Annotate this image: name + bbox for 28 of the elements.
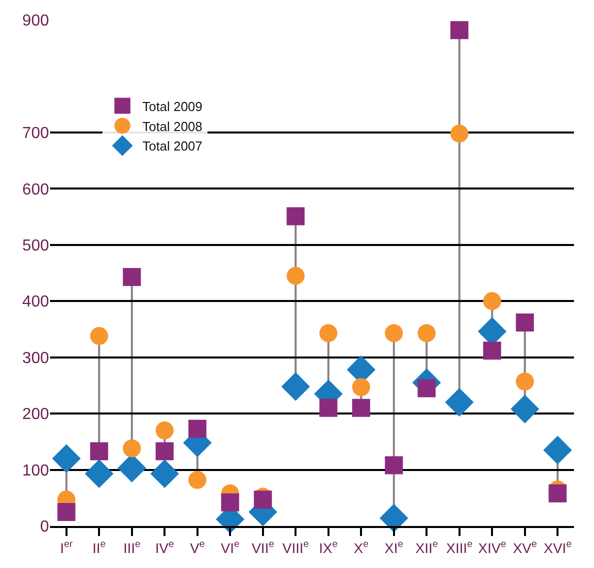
x-tick-label: XV$^{e}$ bbox=[512, 538, 538, 556]
x-tick-label: VI$^{e}$ bbox=[220, 538, 240, 556]
x-tick-label: X$^{e}$ bbox=[354, 538, 370, 556]
x-tick-label: IV$^{e}$ bbox=[155, 538, 175, 556]
y-tick-label: 100 bbox=[22, 462, 50, 480]
y-tick-label: 0 bbox=[40, 518, 50, 536]
x-tick-label: I$^{er}$ bbox=[60, 538, 74, 556]
x-tick-label: XII$^{e}$ bbox=[415, 538, 438, 556]
x-tick-label: XI$^{e}$ bbox=[384, 538, 404, 556]
x-tick-label: VIII$^{e}$ bbox=[282, 538, 310, 556]
y-tick-label: 900 bbox=[22, 12, 50, 30]
x-tick-label: V$^{e}$ bbox=[190, 538, 206, 556]
legend-label: Total 2008 bbox=[142, 118, 202, 134]
legend-label: Total 2009 bbox=[142, 98, 202, 114]
x-tick-label: XVI$^{e}$ bbox=[544, 538, 572, 556]
x-tick-label: II$^{e}$ bbox=[92, 538, 106, 556]
x-tick-label: XIII$^{e}$ bbox=[446, 538, 474, 556]
y-tick-label: 300 bbox=[22, 350, 50, 367]
legend-label: Total 2007 bbox=[142, 138, 202, 154]
x-tick-label: XIV$^{e}$ bbox=[478, 538, 507, 556]
y-tick-label: 500 bbox=[22, 237, 50, 254]
x-tick-label: VII$^{e}$ bbox=[252, 538, 275, 556]
y-tick-label: 200 bbox=[22, 406, 50, 424]
y-tick-label: 600 bbox=[22, 181, 50, 198]
y-tick-label: 700 bbox=[22, 125, 50, 142]
x-tick-label: III$^{e}$ bbox=[123, 538, 141, 556]
x-tick-label: IX$^{e}$ bbox=[319, 538, 338, 556]
y-tick-label: 400 bbox=[22, 294, 50, 311]
